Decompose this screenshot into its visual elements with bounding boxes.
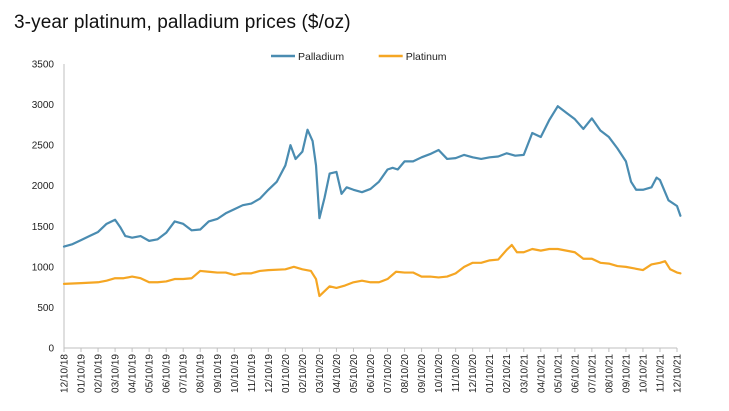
y-tick-label: 500 bbox=[37, 303, 54, 314]
x-tick-label: 08/10/19 bbox=[196, 354, 207, 393]
y-tick-label: 1000 bbox=[32, 262, 55, 273]
x-tick-label: 04/10/21 bbox=[536, 354, 547, 393]
x-tick-label: 08/10/21 bbox=[604, 354, 615, 393]
series-layer bbox=[62, 105, 682, 298]
x-tick-label: 01/10/19 bbox=[77, 354, 88, 393]
x-tick-label: 10/10/20 bbox=[434, 354, 445, 393]
y-tick-label: 2000 bbox=[32, 181, 55, 192]
legend-label-palladium: Palladium bbox=[298, 51, 344, 63]
x-tick-label: 02/10/21 bbox=[502, 354, 513, 393]
x-tick-label: 09/10/19 bbox=[213, 354, 224, 393]
y-tick-label: 3000 bbox=[32, 100, 55, 111]
x-tick-label: 03/10/20 bbox=[315, 354, 326, 393]
x-tick-label: 01/10/20 bbox=[281, 354, 292, 393]
x-tick-label: 07/10/19 bbox=[179, 354, 190, 393]
x-tick-label: 12/10/21 bbox=[673, 354, 684, 393]
x-tick-label: 07/10/20 bbox=[383, 354, 394, 393]
x-tick-label: 09/10/20 bbox=[417, 354, 428, 393]
x-tick-label: 08/10/20 bbox=[400, 354, 411, 393]
x-tick-label: 11/10/20 bbox=[451, 354, 462, 393]
x-tick-label: 01/10/21 bbox=[485, 354, 496, 393]
x-tick-label: 06/10/21 bbox=[570, 354, 581, 393]
x-tick-label: 02/10/19 bbox=[94, 354, 105, 393]
legend-label-platinum: Platinum bbox=[406, 51, 447, 63]
axes: 0 500 1000 1500 2000 2500 3000 3500 12/10/18 01/1… bbox=[32, 60, 684, 393]
x-tick-label: 11/10/19 bbox=[247, 354, 258, 393]
x-tick-label: 05/10/19 bbox=[145, 354, 156, 393]
x-tick-label: 12/10/18 bbox=[60, 354, 71, 393]
series-line-palladium bbox=[62, 105, 682, 248]
legend: Palladium Platinum bbox=[271, 51, 447, 63]
x-tick-label: 03/10/21 bbox=[519, 354, 530, 393]
x-tick-label: 12/10/20 bbox=[468, 354, 479, 393]
x-tick-label: 09/10/21 bbox=[621, 354, 632, 393]
x-tick-label: 12/10/19 bbox=[264, 354, 275, 393]
x-tick-label: 10/10/21 bbox=[638, 354, 649, 393]
x-tick-label: 03/10/19 bbox=[111, 354, 122, 393]
series-line-platinum bbox=[62, 243, 682, 298]
x-tick-label: 05/10/21 bbox=[553, 354, 564, 393]
x-tick-label: 06/10/19 bbox=[162, 354, 173, 393]
x-tick-label: 06/10/20 bbox=[366, 354, 377, 393]
x-tick-label: 04/10/20 bbox=[332, 354, 343, 393]
x-tick-label: 04/10/19 bbox=[128, 354, 139, 393]
y-tick-label: 1500 bbox=[32, 222, 55, 233]
y-tick-label: 0 bbox=[48, 344, 54, 355]
y-tick-label: 3500 bbox=[32, 60, 55, 71]
y-tick-label: 2500 bbox=[32, 141, 55, 152]
x-tick-label: 05/10/20 bbox=[349, 354, 360, 393]
x-tick-label: 10/10/19 bbox=[230, 354, 241, 393]
x-tick-label: 11/10/21 bbox=[655, 354, 666, 393]
chart-title: 3-year platinum, palladium prices ($/oz) bbox=[14, 12, 351, 33]
x-tick-label: 07/10/21 bbox=[587, 354, 598, 393]
x-tick-label: 02/10/20 bbox=[298, 354, 309, 393]
